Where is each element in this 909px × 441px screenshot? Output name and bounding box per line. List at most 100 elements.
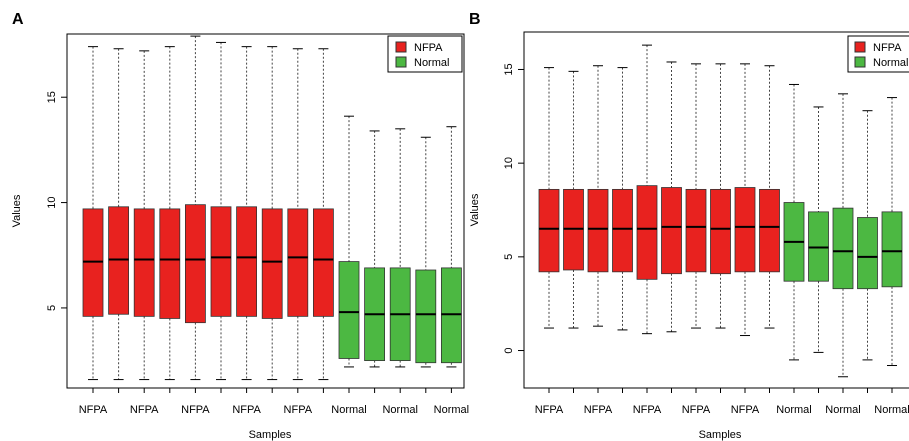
panel-a-label: A [12, 11, 24, 28]
box-nfpa [587, 65, 609, 327]
box-iqr [82, 208, 104, 317]
x-tick-label: NFPA [181, 404, 210, 416]
box-nfpa [287, 48, 309, 381]
box-iqr [881, 211, 903, 288]
x-tick-label: NFPA [633, 404, 662, 416]
y-tick-label: 5 [46, 305, 58, 311]
panel-b-x-axis: NFPA NFPA NFPA NFPA NFPA Normal Normal Normal [535, 388, 909, 416]
box-nfpa [108, 48, 129, 381]
box-iqr [133, 208, 155, 317]
box-iqr [236, 206, 258, 317]
box-nfpa [759, 65, 780, 329]
x-tick-label: Normal [434, 404, 469, 416]
panel-b-x-axis-title: Samples [699, 429, 742, 441]
y-tick-label: 15 [46, 91, 58, 103]
panel-a-legend-swatch-nfpa [395, 41, 407, 53]
panel-b-plot-frame [523, 31, 909, 389]
panel-a-legend-label-nfpa: NFPA [414, 42, 443, 54]
box-nfpa [685, 63, 707, 329]
box-nfpa [636, 44, 658, 335]
box-iqr [415, 269, 437, 364]
panel-b-legend-label-nfpa: NFPA [873, 42, 902, 54]
y-tick-label: 15 [503, 63, 515, 75]
box-iqr [612, 188, 633, 273]
y-tick-label: 0 [503, 347, 515, 353]
box-iqr [734, 187, 756, 273]
box-nfpa [82, 46, 104, 381]
box-nfpa [661, 61, 682, 333]
x-tick-label: Normal [776, 404, 811, 416]
box-iqr [636, 185, 658, 280]
box-normal [857, 110, 878, 361]
box-iqr [587, 188, 609, 273]
box-normal [832, 93, 854, 378]
box-iqr [685, 188, 707, 273]
panel-b-legend-swatch-normal [854, 56, 866, 68]
panel-a-y-axis-title: Values [11, 194, 23, 227]
box-nfpa [734, 63, 756, 337]
y-tick-label: 10 [503, 157, 515, 169]
box-iqr [159, 208, 181, 319]
box-iqr [184, 204, 206, 324]
panel-b-legend: NFPA Normal [847, 35, 909, 73]
box-nfpa [538, 67, 560, 329]
box-iqr [710, 188, 731, 275]
x-tick-label: NFPA [232, 404, 261, 416]
x-tick-label: NFPA [584, 404, 613, 416]
box-nfpa [563, 70, 584, 329]
box-iqr [440, 267, 462, 364]
x-tick-label: NFPA [682, 404, 711, 416]
box-iqr [210, 206, 232, 317]
panel-a-x-axis: NFPA NFPA NFPA NFPA NFPA Normal Normal Normal [79, 388, 469, 416]
box-iqr [759, 188, 780, 273]
panel-a-plot-frame [66, 33, 465, 389]
box-nfpa [184, 35, 206, 381]
box-iqr [287, 208, 309, 317]
box-normal [440, 126, 462, 368]
box-normal [389, 128, 411, 368]
box-normal [338, 115, 360, 368]
panel-b-legend-label-normal: Normal [873, 57, 908, 69]
box-iqr [261, 208, 283, 319]
x-tick-label: Normal [331, 404, 366, 416]
box-normal [415, 136, 437, 368]
panel-a-legend-swatch-normal [395, 56, 407, 68]
x-tick-label: NFPA [731, 404, 760, 416]
panel-b-y-axis: 0 5 10 15 [503, 63, 524, 354]
panel-a-x-axis-title: Samples [249, 429, 292, 441]
box-nfpa [612, 67, 633, 331]
box-nfpa [312, 48, 334, 381]
x-tick-label: NFPA [284, 404, 313, 416]
x-tick-label: NFPA [130, 404, 159, 416]
box-iqr [312, 208, 334, 317]
box-iqr [108, 206, 129, 315]
y-tick-label: 5 [503, 254, 515, 260]
box-iqr [832, 207, 854, 290]
panel-b-y-axis-title: Values [469, 193, 481, 226]
box-iqr [661, 187, 682, 275]
box-normal [783, 83, 805, 361]
panel-b-legend-swatch-nfpa [854, 41, 866, 53]
panel-a-legend: NFPA Normal [387, 35, 463, 73]
box-iqr [538, 188, 560, 273]
panel-b-label: B [469, 11, 481, 28]
panel-a-boxes [82, 35, 462, 381]
panel-b-boxes [538, 44, 903, 378]
panel-a-legend-label-normal: Normal [414, 57, 449, 69]
x-tick-label: NFPA [535, 404, 564, 416]
box-nfpa [710, 63, 731, 329]
box-normal [364, 130, 386, 368]
box-nfpa [236, 46, 258, 381]
box-iqr [338, 261, 360, 359]
box-iqr [857, 217, 878, 290]
x-tick-label: Normal [382, 404, 417, 416]
x-tick-label: Normal [874, 404, 909, 416]
box-nfpa [159, 46, 181, 381]
x-tick-label: Normal [825, 404, 860, 416]
box-nfpa [133, 50, 155, 381]
box-nfpa [210, 41, 232, 381]
y-tick-label: 10 [46, 196, 58, 208]
panel-a-y-axis: 5 10 15 [46, 91, 67, 311]
